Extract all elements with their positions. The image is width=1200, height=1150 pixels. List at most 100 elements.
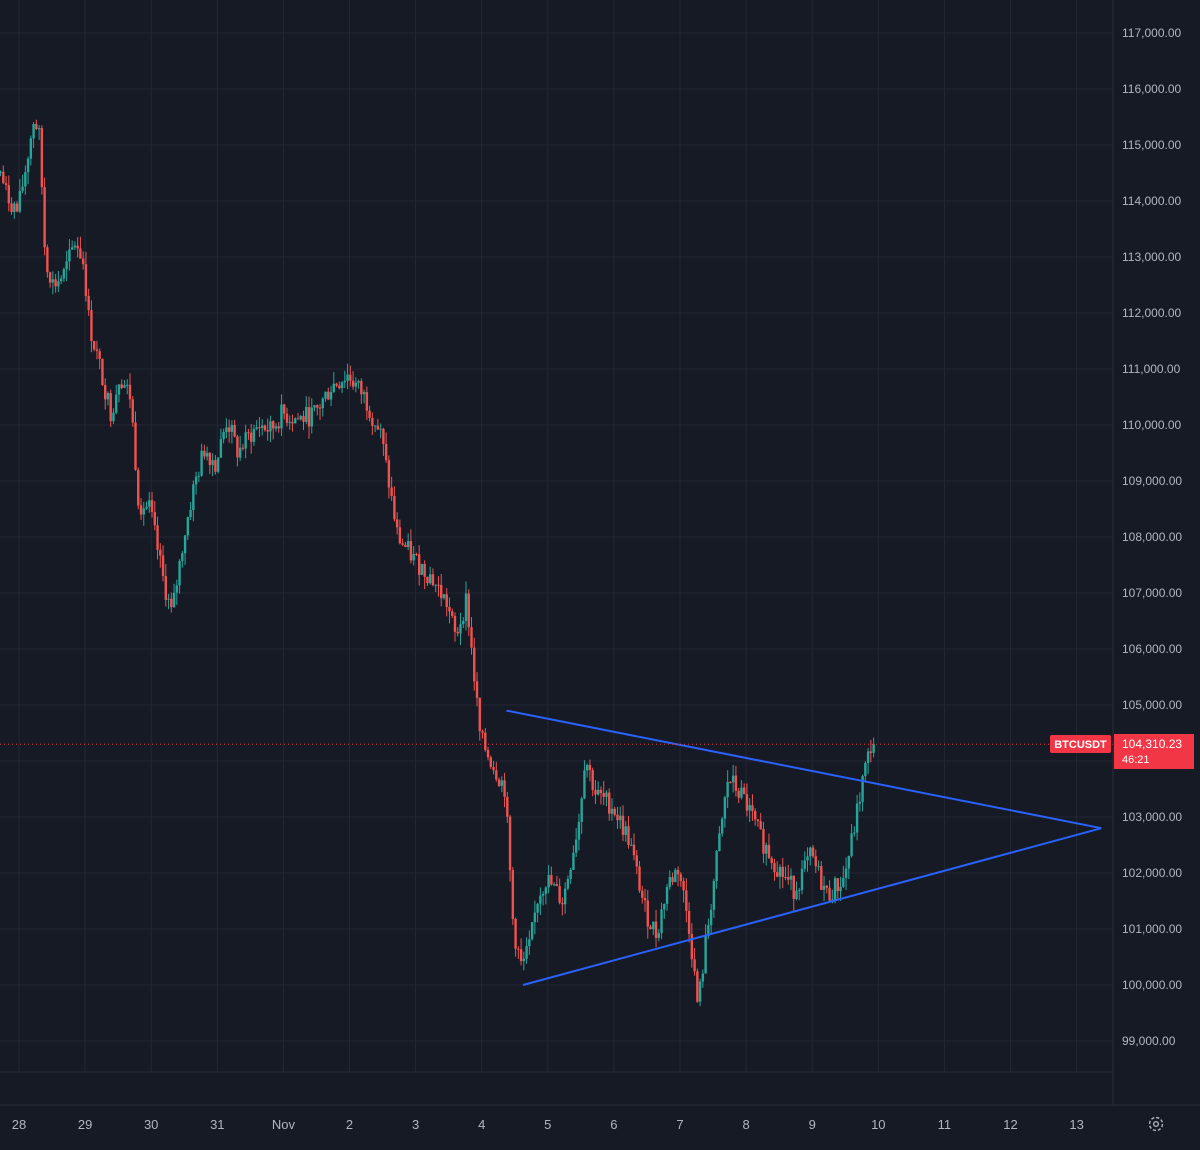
candle-body	[770, 858, 773, 864]
candle-body	[216, 457, 220, 472]
candle-body	[354, 382, 358, 387]
candle-body	[707, 925, 710, 937]
candle-body	[456, 631, 459, 634]
candle-body	[51, 279, 55, 283]
candle-body	[423, 563, 426, 577]
trendline-lower[interactable]	[522, 827, 1102, 986]
candle-body	[773, 863, 776, 873]
grid-lines	[0, 0, 1113, 1072]
candle-body	[21, 186, 24, 191]
last-price-tag[interactable]: 104,310.23 46:21	[1114, 734, 1194, 769]
candle-body	[613, 808, 616, 815]
candle-body	[255, 427, 258, 429]
candle-body	[475, 681, 479, 698]
candle-body	[415, 553, 418, 555]
gear-icon-outer	[1148, 1116, 1164, 1132]
candle-body	[393, 495, 396, 520]
candle-body	[624, 826, 627, 835]
candlesticks	[0, 119, 875, 1007]
candle-body	[434, 584, 437, 586]
candle-body	[522, 958, 526, 962]
candle-body	[847, 855, 851, 869]
y-tick-label: 117,000.00	[1122, 26, 1181, 40]
candle-body	[81, 258, 85, 265]
symbol-tag[interactable]: BTCUSDT	[1050, 735, 1111, 753]
candle-body	[371, 417, 374, 426]
time-axis[interactable]: 28 29 30 31 Nov 2 3 4 5 6 7 8 9 10 11 12 13	[12, 1117, 1084, 1132]
candle-body	[76, 245, 79, 249]
candle-body	[674, 869, 677, 883]
candle-body	[704, 936, 707, 974]
candle-body	[164, 576, 167, 600]
candle-body	[329, 391, 333, 400]
candle-body	[698, 981, 702, 1002]
candle-body	[131, 399, 134, 423]
candle-body	[73, 245, 77, 248]
candle-body	[181, 553, 184, 562]
candle-body	[376, 425, 380, 430]
candle-body	[803, 860, 806, 869]
candle-body	[387, 460, 391, 488]
candle-body	[660, 909, 663, 934]
candle-body	[800, 868, 804, 891]
candle-body	[283, 404, 286, 414]
candle-body	[641, 890, 644, 898]
candle-body	[687, 910, 691, 935]
y-tick-label: 111,000.00	[1122, 362, 1181, 376]
candle-body	[767, 844, 771, 859]
candle-body	[478, 697, 481, 731]
candle-body	[272, 421, 275, 429]
candle-body	[390, 487, 393, 496]
candle-body	[619, 815, 622, 821]
candle-body	[59, 278, 63, 282]
candle-body	[517, 948, 520, 950]
candle-body	[753, 811, 757, 820]
candle-body	[806, 856, 809, 861]
candle-body	[547, 875, 550, 888]
candle-body	[467, 593, 470, 628]
candle-body	[599, 789, 603, 794]
candle-body	[762, 828, 765, 854]
candle-body	[123, 385, 126, 388]
candle-body	[850, 833, 853, 856]
candle-body	[208, 452, 212, 466]
candle-body	[15, 203, 19, 212]
candle-body	[150, 500, 154, 512]
y-tick-label: 101,000.00	[1122, 922, 1182, 936]
candle-body	[153, 511, 156, 526]
candle-body	[186, 517, 190, 536]
trendline-upper[interactable]	[506, 709, 1102, 830]
last-price-tag-bg	[1114, 734, 1194, 769]
candle-body	[742, 787, 746, 795]
x-tick-label: 7	[676, 1117, 683, 1132]
triangle-trendlines[interactable]	[506, 709, 1102, 986]
candle-body	[506, 796, 509, 817]
y-tick-label: 103,000.00	[1122, 810, 1182, 824]
candle-body	[43, 187, 46, 248]
candle-body	[866, 751, 870, 763]
candle-body	[778, 866, 782, 877]
candle-body	[776, 872, 779, 877]
candle-body	[40, 128, 44, 188]
candle-body	[431, 574, 435, 586]
candle-body	[608, 792, 611, 814]
candle-body	[544, 887, 548, 894]
candle-body	[236, 436, 239, 458]
candle-body	[230, 424, 234, 432]
candle-body	[820, 866, 823, 890]
candle-body	[550, 875, 553, 885]
candle-body	[349, 374, 352, 381]
candle-body	[451, 611, 454, 616]
candle-body	[104, 385, 107, 400]
candle-body	[789, 875, 793, 880]
candle-body	[500, 780, 504, 786]
candle-body	[484, 732, 487, 750]
candle-body	[327, 391, 330, 400]
candle-body	[853, 832, 856, 834]
candle-body	[798, 890, 801, 892]
gear-icon[interactable]	[1148, 1116, 1164, 1132]
candle-body	[126, 384, 129, 386]
candle-body	[440, 584, 443, 599]
